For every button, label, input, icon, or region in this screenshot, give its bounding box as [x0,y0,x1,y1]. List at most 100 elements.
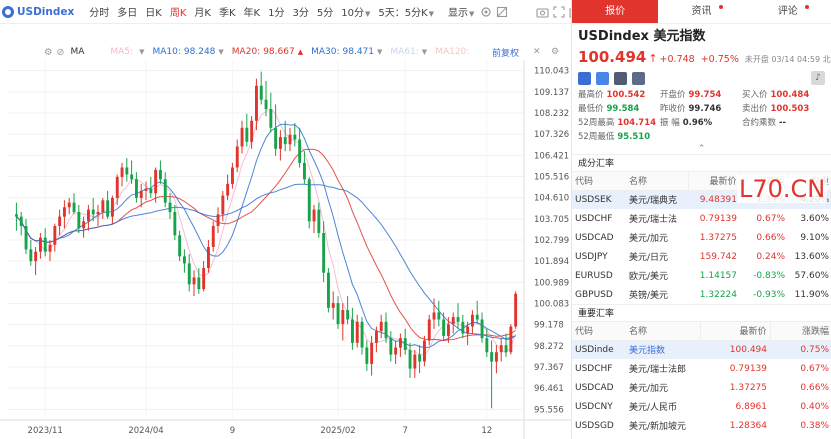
x-tick-label: 7 [402,426,407,436]
candle-body [221,195,225,215]
ma5-label: MA5: [110,47,134,57]
candle-body [226,183,230,196]
screenshot-icon[interactable] [536,4,549,20]
alert-icon[interactable] [632,71,645,85]
display-menu[interactable]: 显示▼ [444,4,478,19]
stat-cell: 昨收价 99.746 [660,102,742,116]
hide-indicator-icon[interactable]: ⊘ [56,46,65,58]
caret-down-icon: ▼ [218,48,224,56]
quote-stats: 最高价 100.542 开盘价 99.754 买入价 100.484 最低价 99.584 昨收… [572,86,831,144]
settings-icon[interactable] [480,4,492,20]
candle-body [202,268,206,290]
period-10[interactable]: 10分▼ [341,8,371,19]
draw-tool-icon[interactable] [496,4,508,20]
candle-body [106,200,110,217]
candle-body [307,179,311,222]
column-header[interactable]: 名称 [626,322,700,341]
action-icons: ♪ [578,70,825,86]
table-cell-code: GBPUSD [575,289,613,300]
column-header[interactable]: 涨跌幅 [769,322,831,341]
column-header[interactable]: 最新价 [687,172,740,191]
candle-body [115,176,119,198]
table-row[interactable]: USDCHF 美元/瑞士法 0.79139 0.67% 3.60% [572,209,831,228]
table-cell-weight: 13.60% [794,251,829,262]
y-tick-label: 101.894 [534,257,569,267]
candle-body [211,226,215,247]
candle-body [82,221,86,229]
candle-body [125,167,129,175]
stat-label: 卖出价 [742,104,768,114]
column-header[interactable]: 代码 [572,172,626,191]
candlestick-chart[interactable]: 110.043 109.137 108.232 107.326 106.421 105.5… [0,60,571,439]
x-tick-label: 2023/11 [28,426,63,436]
candle-body [327,272,330,308]
chart-icon[interactable] [578,71,591,85]
period-6[interactable]: 年K [243,8,261,19]
stat-label: 最高价 [578,90,604,100]
compare-icon[interactable] [596,71,609,85]
stat-cell: 最低价 99.584 [578,102,660,116]
candle-body [130,174,134,180]
table-row[interactable]: USDJPY 美元/日元 159.742 0.24% 13.60% [572,247,831,266]
table-cell-pct: 0.67% [800,363,829,374]
y-tick-label: 109.137 [534,88,569,98]
candle-body [480,319,484,339]
table-cell-name: 美元/瑞士法郎 [629,365,687,375]
column-header[interactable]: 最新价 [699,322,770,341]
gear-icon[interactable]: ⚙ [551,47,560,57]
stat-label: 合约乘数 [742,118,777,128]
tab-comments[interactable]: 评论 [745,0,831,23]
price-adjust-toggle[interactable]: 前复权 [492,48,520,59]
y-tick-label: 110.043 [534,67,569,77]
table-row[interactable]: USDinde 美元指数 100.494 0.75% [572,340,831,359]
ma20-label: MA20: [231,47,261,57]
gear-icon[interactable]: ⚙ [44,46,53,58]
stat-value: 100.484 [770,90,810,100]
chevron-up-icon[interactable]: ⌃ [697,144,706,154]
candle-body [312,209,316,222]
candle-body [355,321,359,343]
period-0[interactable]: 分时 [89,8,110,19]
close-icon[interactable]: ✕ [533,47,541,57]
tab-quote[interactable]: 报价 [572,0,659,23]
period-11[interactable]: 5天：5分K▼ [378,8,435,19]
table-row[interactable]: EURUSD 欧元/美元 1.14157 -0.83% 57.60% [572,266,831,285]
period-9[interactable]: 5分 [316,8,334,19]
period-8[interactable]: 3分 [292,8,309,19]
candle-body [19,216,23,226]
caret-down-icon: ▼ [421,48,428,56]
candle-body [240,127,244,147]
table-row[interactable]: USDCNY 美元/人民币 6.8961 0.40% [572,397,831,416]
stat-cell: 合约乘数 -- [742,116,824,130]
symbol-selector[interactable]: USDindex [0,5,74,18]
table-row[interactable]: USDSGD 美元/新加坡元 1.28364 0.38% [572,416,831,435]
bell-icon[interactable]: ♪ [811,71,825,85]
table-row[interactable]: USDCHF 美元/瑞士法郎 0.79139 0.67% [572,359,831,378]
ma30-value: 98.471 [342,47,375,57]
table-row[interactable]: GBPUSD 英镑/美元 1.32224 -0.93% 11.90% [572,285,831,304]
table-cell-code: EURUSD [575,270,613,281]
last-price: 100.494 [578,48,647,66]
note-icon[interactable] [614,71,627,85]
ma-label[interactable]: MA [70,47,85,57]
period-5[interactable]: 季K [218,8,236,19]
table-row[interactable]: USDCAD 美元/加元 1.37275 0.66% 9.10% [572,228,831,247]
quote-tabs: 报价 资讯 评论 [572,0,831,24]
candle-body [39,237,42,252]
period-1[interactable]: 多日 [117,8,138,19]
y-tick-label: 95.556 [534,405,564,415]
column-header[interactable]: 代码 [572,322,626,341]
ma-line-2 [16,148,516,342]
tab-news[interactable]: 资讯 [658,0,744,23]
period-3[interactable]: 周K [169,8,187,19]
period-4[interactable]: 月K [194,8,211,19]
period-2[interactable]: 日K [145,8,162,19]
caret-up-icon: ▲ [297,48,304,56]
table-row[interactable]: USDCAD 美元/加元 1.37275 0.66% [572,378,831,397]
candle-body [43,237,47,252]
fullscreen-icon[interactable] [553,4,565,20]
period-7[interactable]: 1分 [268,8,285,19]
candle-body [461,321,465,334]
candle-body [509,326,513,353]
column-header[interactable]: 名称 [626,172,688,191]
